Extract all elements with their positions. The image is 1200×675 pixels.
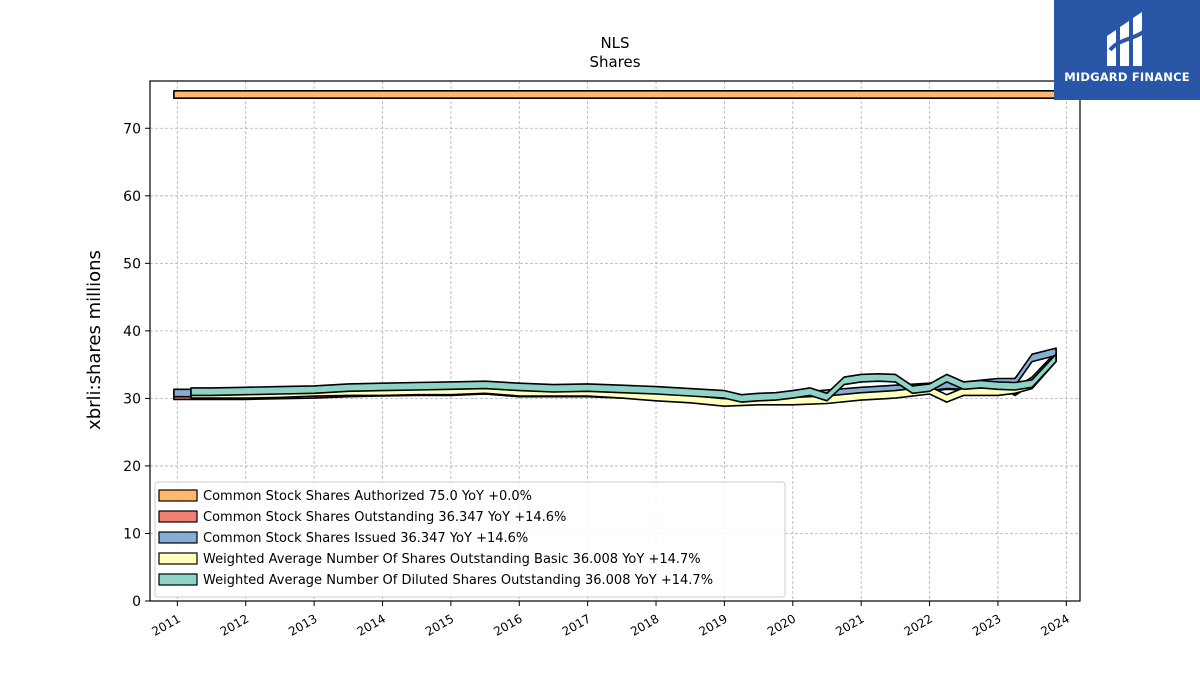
y-tick-label: 10 (123, 526, 141, 542)
chart-subtitle: Shares (589, 53, 640, 71)
grid (150, 81, 1080, 602)
y-tick-label: 0 (132, 594, 141, 610)
x-tick-label: 2020 (765, 611, 798, 638)
y-tick-label: 40 (123, 324, 141, 340)
legend-item: Common Stock Shares Outstanding 36.347 Y… (158, 510, 566, 525)
brand-name: MIDGARD FINANCE (1064, 70, 1190, 84)
x-tick-label: 2013 (286, 611, 319, 638)
brand-logo: MIDGARD FINANCE (1054, 0, 1200, 100)
legend-swatch (158, 510, 198, 523)
legend-label: Common Stock Shares Outstanding 36.347 Y… (203, 510, 566, 525)
x-tick-label: 2024 (1038, 611, 1071, 638)
x-tick-label: 2011 (149, 611, 182, 638)
series-band (190, 353, 1057, 403)
legend-swatch (158, 573, 198, 586)
y-tick-label: 50 (123, 256, 141, 272)
legend-item: Weighted Average Number Of Diluted Share… (158, 573, 713, 588)
legend-label: Weighted Average Number Of Shares Outsta… (203, 552, 701, 567)
legend-label: Weighted Average Number Of Diluted Share… (203, 573, 713, 588)
chart-title: NLS (600, 34, 629, 52)
legend-swatch (158, 489, 198, 502)
y-tick-label: 60 (123, 189, 141, 205)
series-weighted-average-number-of-diluted-shares-outstanding (190, 353, 1057, 403)
y-tick-label: 70 (123, 121, 141, 137)
x-tick-label: 2014 (355, 611, 388, 638)
legend-swatch (158, 531, 198, 544)
midgard-logo-icon (1107, 12, 1148, 66)
x-tick-label: 2018 (628, 611, 661, 638)
x-tick-label: 2019 (696, 611, 729, 638)
legend-label: Common Stock Shares Issued 36.347 YoY +1… (203, 531, 528, 546)
x-tick-label: 2022 (902, 611, 935, 638)
x-tick-label: 2012 (218, 611, 251, 638)
series-band (173, 90, 1057, 99)
legend-box (154, 481, 786, 598)
x-tick-label: 2023 (970, 611, 1003, 638)
series-common-stock-shares-authorized (173, 90, 1057, 99)
y-tick-label: 20 (123, 459, 141, 475)
x-tick-label: 2015 (423, 611, 456, 638)
series-layer (173, 90, 1057, 408)
legend-item: Common Stock Shares Issued 36.347 YoY +1… (158, 531, 528, 546)
x-tick-label: 2021 (833, 611, 866, 638)
y-axis-label: xbrli:shares millions (84, 250, 105, 430)
legend-label: Common Stock Shares Authorized 75.0 YoY … (203, 489, 532, 504)
legend-item: Weighted Average Number Of Shares Outsta… (158, 552, 701, 567)
legend: Common Stock Shares Authorized 75.0 YoY … (154, 481, 786, 598)
y-tick-label: 30 (123, 391, 141, 407)
legend-item: Common Stock Shares Authorized 75.0 YoY … (158, 489, 532, 504)
legend-swatch (158, 552, 198, 565)
x-tick-label: 2017 (560, 611, 593, 638)
x-tick-label: 2016 (491, 611, 524, 638)
plot-frame (149, 80, 1081, 602)
